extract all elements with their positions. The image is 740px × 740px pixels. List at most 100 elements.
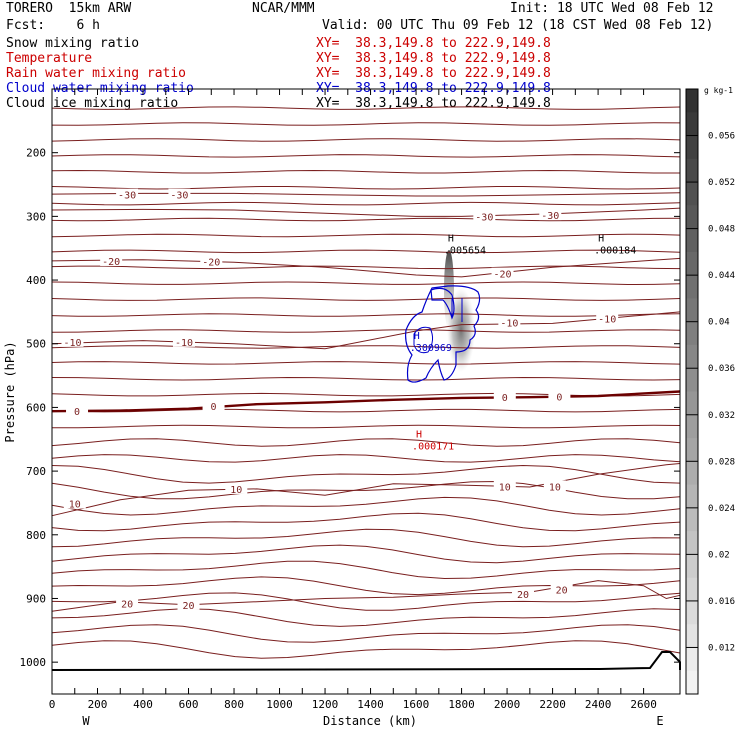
isotherm-label: -10 <box>63 338 81 349</box>
field-name-snow: Snow mixing ratio <box>6 36 140 51</box>
plot-frame <box>51 88 681 695</box>
colorbar-segment <box>686 275 698 299</box>
forecast-hour: Fcst: 6 h <box>6 18 100 33</box>
colorbar-segment <box>686 647 698 672</box>
isotherm-line <box>51 544 681 564</box>
cloud-water-contour-outer <box>405 285 481 383</box>
extremum-value: .005654 <box>444 245 486 256</box>
isotherm-line <box>51 528 681 548</box>
model-title: TORERO 15km ARW <box>6 1 132 16</box>
isotherm-label-bg <box>225 482 248 494</box>
isotherm-label: -20 <box>493 270 511 281</box>
y-tick-label: 500 <box>26 338 46 351</box>
y-tick-label: 400 <box>26 274 46 287</box>
terrain-line <box>51 651 681 671</box>
isotherm-line <box>51 496 681 516</box>
y-tick-label: 300 <box>26 210 46 223</box>
colorbar-segment <box>686 298 698 323</box>
isotherm-line <box>51 408 681 413</box>
colorbar-tick-label: 0.056 <box>708 132 735 142</box>
colorbar-segment <box>686 112 698 137</box>
colorbar-segment <box>686 368 698 392</box>
isotherm-line <box>51 624 681 643</box>
isotherm-10 <box>51 463 681 517</box>
isotherm-label-bg <box>473 210 496 222</box>
temperature-contour-labels: -30 -30 -30 -30 -20 -20 -20 -10 -10 -10 -10 0 0 0 0 10 1… <box>61 188 619 612</box>
isotherm-label: -30 <box>475 212 493 223</box>
isotherm-label-bg <box>493 480 516 492</box>
colorbar-segment <box>686 135 698 160</box>
isotherm-label: 10 <box>230 485 242 496</box>
y-tick-label: 200 <box>26 147 46 160</box>
isotherm-line <box>51 122 681 126</box>
isotherm-label: -20 <box>202 258 220 269</box>
y-tick-label: 1000 <box>20 656 47 669</box>
isotherm-label: 20 <box>182 601 194 612</box>
isotherm-label: 20 <box>556 586 568 597</box>
colorbar-segment <box>686 391 698 416</box>
field-name-temperature: Temperature <box>6 51 93 66</box>
isotherm-line <box>51 154 681 158</box>
x-axis-label: Distance (km) <box>323 714 417 728</box>
isotherm-label: -10 <box>500 319 518 330</box>
isotherm-line <box>51 106 681 110</box>
isotherm-label: 0 <box>211 402 217 413</box>
colorbar-segment <box>686 484 698 509</box>
isotherm-label: -30 <box>118 191 136 202</box>
x-tick-label: 1600 <box>403 698 430 711</box>
x-axis: 0 200 400 600 800 1000 1200 1400 1600 1800 2000 220… <box>49 89 657 711</box>
isotherm-line <box>51 265 681 270</box>
field-xy-temperature: XY= 38.3,149.8 to 222.9,149.8 <box>316 51 551 66</box>
isotherm-line <box>51 480 681 500</box>
isotherm-line <box>51 281 681 286</box>
isotherm-label-bg <box>168 188 191 200</box>
x-tick-label: 1200 <box>312 698 339 711</box>
isotherm-label: 10 <box>549 482 561 493</box>
isotherm--20 <box>51 257 681 278</box>
colorbar-segment <box>686 624 698 648</box>
isotherm-label-bg <box>596 312 619 324</box>
colorbar-tick-label: 0.048 <box>708 225 735 235</box>
center-label: NCAR/MMM <box>252 1 315 16</box>
isotherm-label-bg <box>61 335 84 347</box>
colorbar-tick-label: 0.012 <box>708 643 735 653</box>
isotherm-label-bg <box>539 209 562 221</box>
isotherm-label-bg <box>543 480 566 492</box>
isotherm-label: -30 <box>170 191 188 202</box>
x-tick-label: 2400 <box>585 698 612 711</box>
isotherm-line <box>51 329 681 333</box>
extremum-value: .300969 <box>410 343 452 354</box>
x-tick-label: 200 <box>88 698 108 711</box>
isotherm-line <box>51 169 680 174</box>
isotherm-label-bg <box>116 597 139 609</box>
extremum-symbol: H <box>598 233 604 244</box>
isotherm-label-bg <box>200 255 223 267</box>
field-name-rain: Rain water mixing ratio <box>6 66 187 81</box>
colorbar-segment <box>686 554 698 579</box>
isotherm-label: -20 <box>102 257 120 268</box>
isotherm-line <box>51 186 681 190</box>
isotherm-label-bg <box>172 335 195 347</box>
x-tick-label: 1400 <box>357 698 384 711</box>
colorbar-segment <box>686 414 698 439</box>
temperature-contours <box>51 106 681 659</box>
x-tick-label: 1000 <box>266 698 293 711</box>
colorbar-segment <box>686 344 698 369</box>
colorbar-segment <box>686 89 698 113</box>
x-tick-label: 0 <box>49 698 56 711</box>
colorbar-tick-label: 0.024 <box>708 504 735 514</box>
isotherm-line <box>51 376 681 381</box>
isotherm-label-bg <box>116 188 139 200</box>
isotherm-line <box>51 313 681 317</box>
extremum-value: .000171 <box>412 442 454 453</box>
y-tick-label: 900 <box>26 592 46 605</box>
isotherm-label-bg <box>498 316 521 328</box>
isotherm-label-bg <box>66 405 89 417</box>
isotherm-line <box>51 560 681 580</box>
extremum-symbol: H <box>414 331 420 342</box>
isotherm-line <box>51 592 681 611</box>
colorbar-segment <box>686 251 698 276</box>
colorbar-unit: g kg-1 <box>704 86 733 95</box>
extremum-symbol: H <box>448 233 454 244</box>
